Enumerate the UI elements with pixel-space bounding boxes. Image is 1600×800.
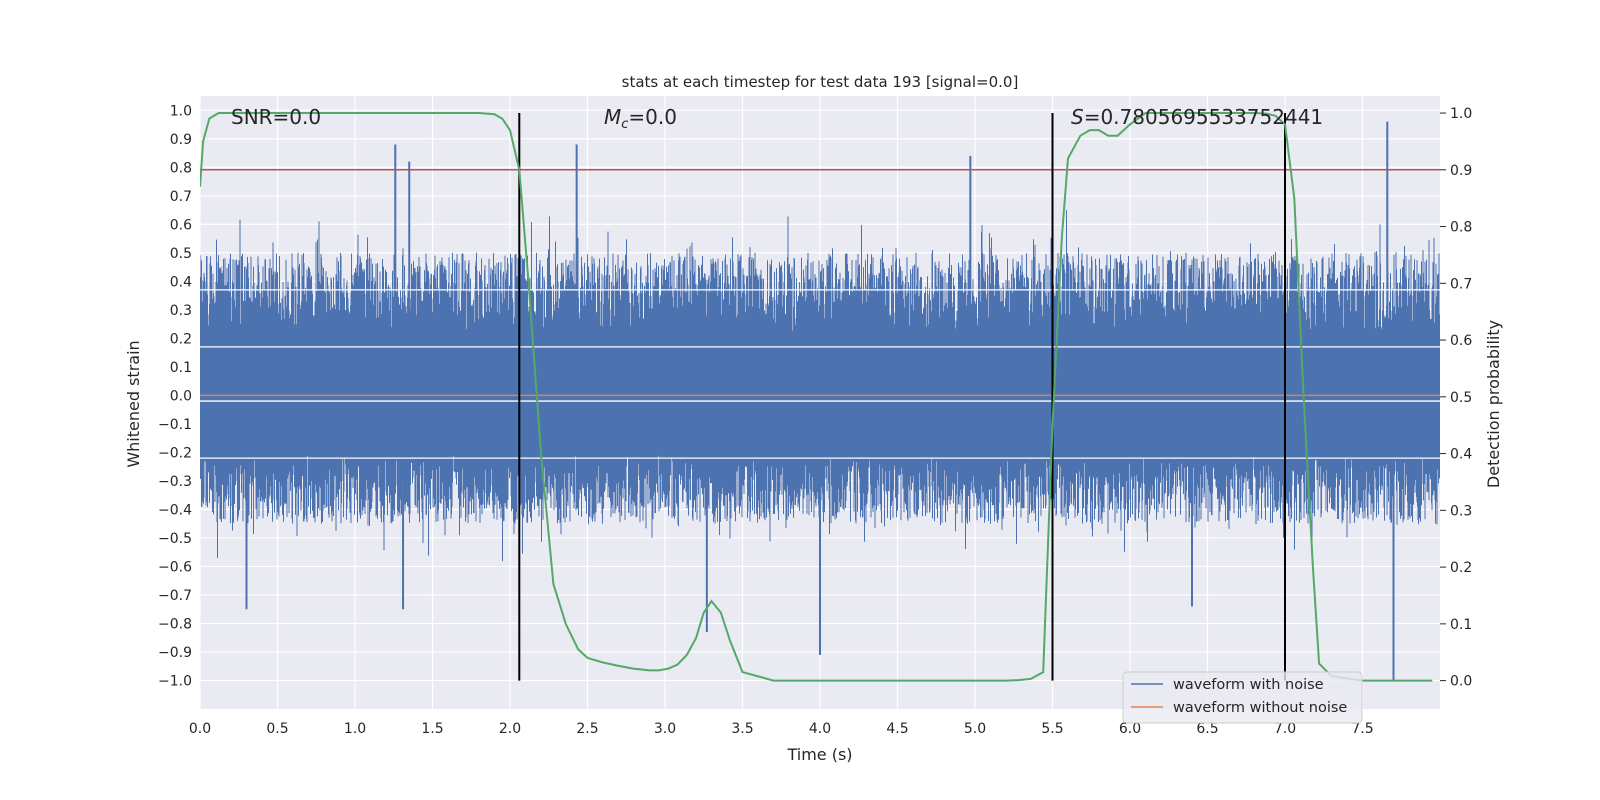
y-tick-label: 1.0 (170, 103, 192, 119)
x-tick-label: 4.5 (886, 721, 908, 737)
tick-labels: 0.0 0.5 1.0 1.5 2.0 2.5 3.0 3.5 4.0 4.5 5.0 5.5 6.0 6… (158, 103, 1472, 737)
y2-tick-label: 0.5 (1450, 390, 1472, 406)
y2-tick-label: 1.0 (1450, 106, 1472, 122)
y2-tick-label: 0.3 (1450, 503, 1472, 519)
x-tick-label: 0.0 (189, 721, 211, 737)
y2-tick-label: 0.7 (1450, 276, 1472, 292)
x-tick-label: 1.0 (344, 721, 366, 737)
y-tick-label: −0.9 (158, 645, 192, 661)
x-axis-label: Time (s) (786, 745, 852, 764)
y-tick-label: 0.0 (170, 388, 192, 404)
noise-waveform (200, 210, 1440, 562)
y-tick-label: 0.3 (170, 303, 192, 319)
y-tick-label: −0.3 (158, 474, 192, 490)
y2-tick-label: 0.8 (1450, 220, 1472, 236)
x-tick-label: 7.0 (1274, 721, 1296, 737)
score-value: =0.7805695533752441 (1084, 105, 1323, 129)
y-tick-label: 0.8 (170, 160, 192, 176)
y2-axis-label: Detection probability (1484, 320, 1503, 488)
y-tick-label: 0.7 (170, 189, 192, 205)
y-tick-label: 0.9 (170, 132, 192, 148)
y2-tick-label: 0.6 (1450, 333, 1472, 349)
noise-series (200, 121, 1440, 681)
detection-probability-line (200, 112, 1433, 682)
chart-title: stats at each timestep for test data 193… (622, 73, 1019, 91)
y-tick-label: −0.8 (158, 616, 192, 632)
y-tick-label: 0.6 (170, 217, 192, 233)
y-axis-label: Whitened strain (124, 340, 143, 467)
line-series (200, 112, 1440, 682)
y-tick-label: −0.7 (158, 588, 192, 604)
x-tick-label: 5.0 (964, 721, 986, 737)
chirp-mass-symbol: M (604, 105, 621, 129)
x-tick-label: 2.5 (576, 721, 598, 737)
legend: waveform with noise waveform without noi… (1122, 671, 1363, 724)
x-tick-label: 6.0 (1119, 721, 1141, 737)
y2-tick-label: 0.9 (1450, 163, 1472, 179)
y-tick-label: 0.2 (170, 331, 192, 347)
y2-tick-label: 0.2 (1450, 560, 1472, 576)
x-tick-label: 7.5 (1351, 721, 1373, 737)
y-tick-label: −1.0 (158, 673, 192, 689)
y-tick-label: −0.4 (158, 502, 192, 518)
chirp-mass-value: =0.0 (628, 105, 677, 129)
y-tick-label: 0.1 (170, 360, 192, 376)
y-tick-label: −0.5 (158, 531, 192, 547)
x-tick-label: 6.5 (1196, 721, 1218, 737)
x-tick-label: 3.5 (731, 721, 753, 737)
y-tick-label: 0.5 (170, 246, 192, 262)
y2-tick-label: 0.4 (1450, 447, 1472, 463)
snr-annotation: SNR=0.0 (231, 105, 321, 129)
score-symbol: S (1071, 105, 1084, 129)
y-tick-label: 0.4 (170, 274, 192, 290)
y2-tick-label: 0.1 (1450, 617, 1472, 633)
legend-label-clean: waveform without noise (1173, 700, 1347, 716)
x-tick-label: 1.5 (421, 721, 443, 737)
x-tick-label: 0.5 (266, 721, 288, 737)
x-tick-label: 5.5 (1041, 721, 1063, 737)
score-annotation: S=0.7805695533752441 (1071, 105, 1323, 129)
legend-box (1122, 671, 1363, 724)
legend-label-noise: waveform with noise (1173, 677, 1324, 693)
y2-tick-label: 0.0 (1450, 674, 1472, 690)
chirp-mass-subscript: c (621, 117, 628, 132)
y-tick-label: −0.6 (158, 559, 192, 575)
x-tick-label: 2.0 (499, 721, 521, 737)
chirp-mass-annotation: Mc=0.0 (604, 105, 677, 132)
x-tick-label: 4.0 (809, 721, 831, 737)
y-tick-label: −0.2 (158, 445, 192, 461)
y-tick-label: −0.1 (158, 417, 192, 433)
x-tick-label: 3.0 (654, 721, 676, 737)
